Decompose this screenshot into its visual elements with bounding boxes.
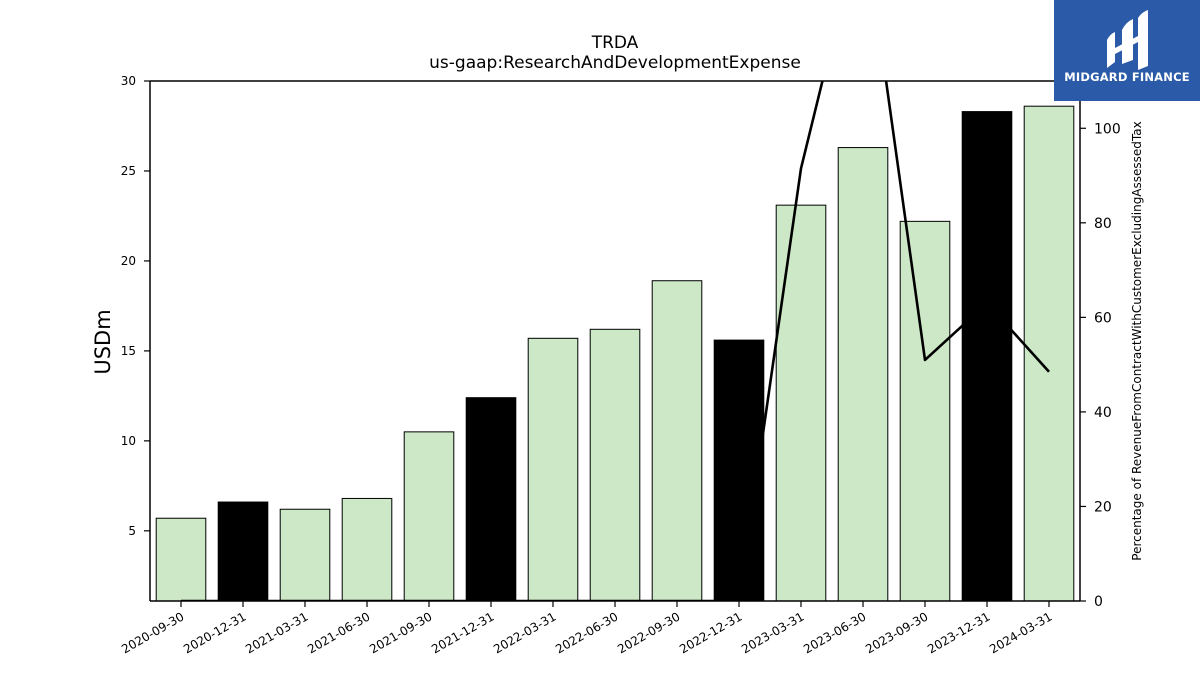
x-tick-label: 2023-06-30	[801, 609, 868, 656]
bar-2023-06-30	[837, 147, 889, 602]
x-tick-label: 2024-03-31	[987, 609, 1054, 656]
x-tick-label: 2022-03-31	[491, 609, 558, 656]
brand-name: MIDGARD FINANCE	[1064, 70, 1190, 84]
bar-2022-12-31	[713, 339, 765, 602]
bar-2021-03-31	[279, 508, 331, 602]
x-tick-label: 2022-09-30	[615, 609, 682, 656]
brand-mark-icon	[1107, 10, 1148, 70]
bar-2022-09-30	[651, 280, 703, 602]
x-tick-label: 2023-12-31	[925, 609, 992, 656]
y2-tick-label: 60	[1094, 310, 1112, 326]
y-tick-label: 5	[128, 524, 136, 538]
brand-logo: MIDGARD FINANCE	[1054, 0, 1200, 101]
y2-tick-label: 0	[1094, 594, 1103, 610]
x-tick-label: 2022-12-31	[677, 609, 744, 656]
y-tick-label: 30	[121, 74, 136, 88]
bars-layer	[155, 105, 1075, 602]
bar-2021-12-31	[465, 397, 517, 602]
line-layer	[181, 81, 1050, 601]
bar-2023-12-31	[961, 111, 1013, 602]
bar-2023-09-30	[899, 220, 951, 602]
y-tick-label: 25	[121, 164, 136, 178]
y-tick-label: 15	[121, 344, 136, 358]
chart-subtitle: us-gaap:ResearchAndDevelopmentExpense	[429, 53, 801, 73]
chart-title: TRDA	[591, 33, 639, 53]
bar-2021-09-30	[403, 431, 455, 602]
x-tick-label: 2021-12-31	[429, 609, 496, 656]
bar-2020-12-31	[217, 501, 269, 602]
y2-tick-label: 100	[1094, 121, 1121, 137]
x-tick-label: 2021-06-30	[305, 609, 372, 656]
bar-2020-09-30	[155, 517, 207, 602]
x-tick-label: 2021-09-30	[367, 609, 434, 656]
y2-tick-label: 20	[1094, 499, 1112, 515]
x-tick-label: 2023-09-30	[863, 609, 930, 656]
x-tick-label: 2023-03-31	[739, 609, 806, 656]
y-axis-label: USDm	[91, 309, 115, 374]
x-tick-label: 2022-06-30	[553, 609, 620, 656]
bar-2022-06-30	[589, 328, 641, 602]
y2-axis-label: Percentage of RevenueFromContractWithCus…	[1130, 121, 1144, 560]
x-tick-label: 2020-12-31	[181, 609, 248, 656]
bar-2023-03-31	[775, 204, 827, 602]
bar-2022-03-31	[527, 337, 579, 602]
y2-tick-label: 40	[1094, 405, 1112, 421]
y2-tick-label: 80	[1094, 216, 1112, 232]
ratio-line	[181, 81, 1050, 601]
y-tick-label: 10	[121, 434, 136, 448]
x-tick-label: 2021-03-31	[243, 609, 310, 656]
x-tick-label: 2020-09-30	[119, 609, 186, 656]
y-tick-label: 20	[121, 254, 136, 268]
bar-2021-06-30	[341, 497, 393, 602]
